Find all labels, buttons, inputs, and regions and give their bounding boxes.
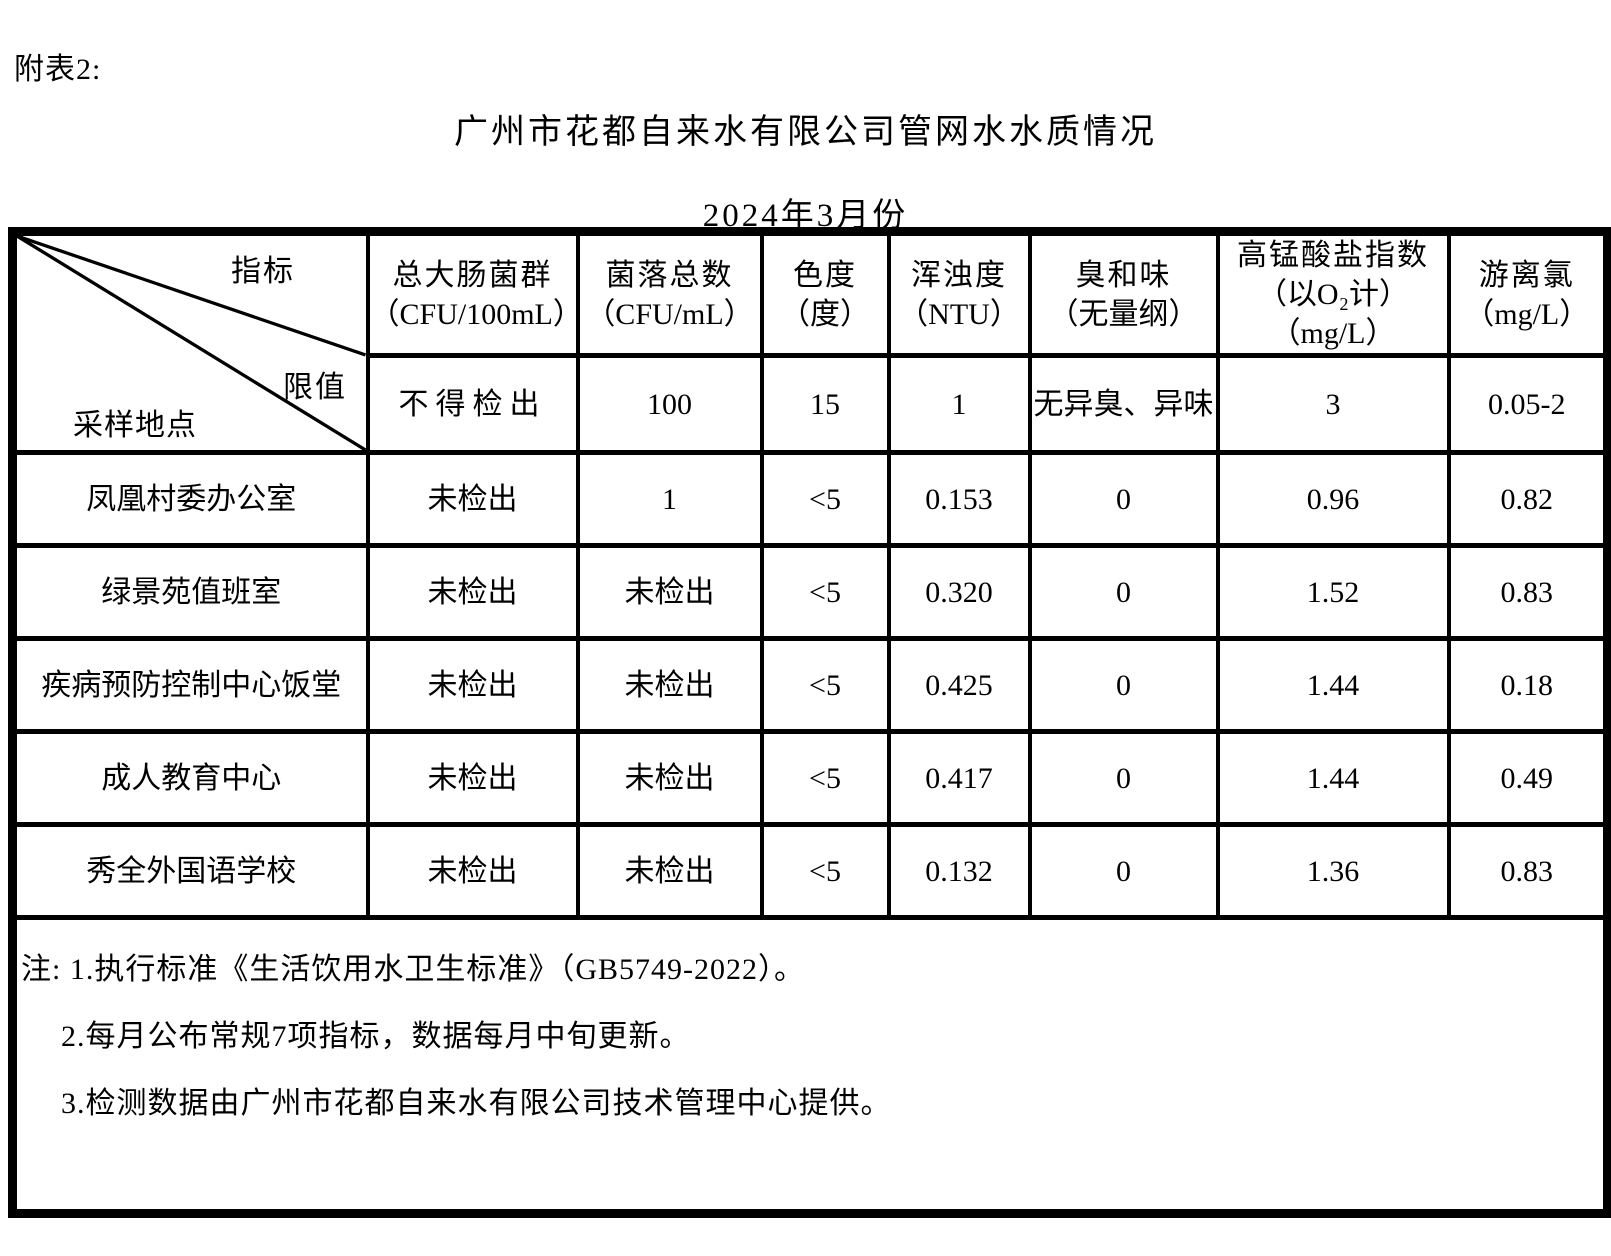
note-line-2: 2.每月公布常规7项指标，数据每月中旬更新。: [61, 1020, 691, 1053]
note-line-1: 注: 1.执行标准《生活饮用水卫生标准》（GB5749-2022）。: [21, 953, 805, 986]
water-quality-table: 指标 限值 采样地点 总大肠菌群 （CFU/100mL） 菌落总数 （CFU/m…: [8, 227, 1611, 1218]
corner-indicator-label: 指标: [231, 255, 295, 288]
table-row: 秀全外国语学校 未检出 未检出 <5 0.132 0 1.36 0.83: [10, 822, 1610, 920]
col-header-permanganate-index: 高锰酸盐指数 （以O₂计） （mg/L）: [1215, 229, 1451, 358]
value-cell: 未检出: [365, 822, 580, 920]
value-cell: 未检出: [365, 450, 580, 548]
value-cell: 0.425: [886, 636, 1032, 734]
column-unit: （CFU/mL）: [585, 297, 754, 331]
value-cell: 0.417: [886, 729, 1032, 827]
column-unit: （mg/L）: [1464, 297, 1590, 331]
column-unit: （度）: [780, 297, 870, 331]
value-cell: 0: [1027, 822, 1220, 920]
corner-limit-label: 限值: [283, 371, 347, 404]
column-unit: （以O₂计）: [1256, 278, 1410, 311]
value-cell: 1.52: [1215, 543, 1451, 641]
col-header-total-coliforms: 总大肠菌群 （CFU/100mL）: [365, 229, 580, 358]
col-header-colony-count: 菌落总数 （CFU/mL）: [575, 229, 764, 358]
value-cell: <5: [759, 822, 891, 920]
note-line-3: 3.检测数据由广州市花都自来水有限公司技术管理中心提供。: [61, 1087, 892, 1120]
column-name: 菌落总数: [605, 258, 734, 292]
value-cell: 0.132: [886, 822, 1032, 920]
col-header-turbidity: 浑浊度 （NTU）: [886, 229, 1032, 358]
value-cell: 0.83: [1446, 543, 1610, 641]
col-header-free-chlorine: 游离氯 （mg/L）: [1446, 229, 1610, 358]
value-cell: 0.82: [1446, 450, 1610, 548]
value-cell: 未检出: [575, 636, 764, 734]
value-cell: 0: [1027, 636, 1220, 734]
corner-location-label: 采样地点: [73, 409, 197, 442]
value-cell: 1: [575, 450, 764, 548]
limit-cell-colony-count: 100: [575, 353, 764, 455]
column-name: 游离氯: [1478, 258, 1575, 292]
value-cell: <5: [759, 543, 891, 641]
column-name: 总大肠菌群: [392, 258, 553, 292]
diagonal-divider-lines: [17, 236, 364, 448]
value-cell: 0.18: [1446, 636, 1610, 734]
col-header-chroma: 色度 （度）: [759, 229, 891, 358]
column-unit: （CFU/100mL）: [369, 297, 578, 331]
value-cell: 未检出: [575, 729, 764, 827]
col-header-odor-taste: 臭和味 （无量纲）: [1027, 229, 1220, 358]
limit-cell-total-coliforms: 不得检出: [365, 353, 580, 455]
value-cell: 0: [1027, 729, 1220, 827]
value-cell: <5: [759, 450, 891, 548]
page-title: 广州市花都自来水有限公司管网水水质情况: [454, 114, 1157, 151]
notes-cell: 注: 1.执行标准《生活饮用水卫生标准》（GB5749-2022）。 2.每月公…: [10, 915, 1610, 1216]
table-row: 凤凰村委办公室 未检出 1 <5 0.153 0 0.96 0.82: [10, 450, 1610, 548]
limit-cell-chroma: 15: [759, 353, 891, 455]
value-cell: 未检出: [365, 636, 580, 734]
corner-cell: 指标 限值 采样地点: [10, 229, 370, 455]
value-cell: 未检出: [575, 543, 764, 641]
value-cell: 未检出: [365, 729, 580, 827]
table-row: 疾病预防控制中心饭堂 未检出 未检出 <5 0.425 0 1.44 0.18: [10, 636, 1610, 734]
value-cell: 1.44: [1215, 636, 1451, 734]
table-row: 绿景苑值班室 未检出 未检出 <5 0.320 0 1.52 0.83: [10, 543, 1610, 641]
value-cell: 0.49: [1446, 729, 1610, 827]
column-unit-2: （mg/L）: [1270, 317, 1396, 350]
value-cell: 未检出: [575, 822, 764, 920]
column-unit: （NTU）: [898, 297, 1020, 331]
value-cell: 0.96: [1215, 450, 1451, 548]
value-cell: <5: [759, 636, 891, 734]
column-name: 浑浊度: [911, 258, 1007, 292]
column-name: 臭和味: [1075, 258, 1172, 292]
location-cell: 成人教育中心: [10, 729, 370, 827]
notes-row: 注: 1.执行标准《生活饮用水卫生标准》（GB5749-2022）。 2.每月公…: [10, 915, 1610, 1216]
table-row: 成人教育中心 未检出 未检出 <5 0.417 0 1.44 0.49: [10, 729, 1610, 827]
value-cell: 1.36: [1215, 822, 1451, 920]
location-cell: 绿景苑值班室: [10, 543, 370, 641]
limit-cell-permanganate-index: 3: [1215, 353, 1451, 455]
header-row-indicators: 指标 限值 采样地点 总大肠菌群 （CFU/100mL） 菌落总数 （CFU/m…: [10, 229, 1610, 455]
value-cell: 0.83: [1446, 822, 1610, 920]
location-cell: 疾病预防控制中心饭堂: [10, 636, 370, 734]
location-cell: 秀全外国语学校: [10, 822, 370, 920]
limit-cell-turbidity: 1: [886, 353, 1032, 455]
value-cell: 0.153: [886, 450, 1032, 548]
value-cell: 1.44: [1215, 729, 1451, 827]
appendix-label: 附表2:: [14, 53, 102, 86]
value-cell: 0: [1027, 543, 1220, 641]
value-cell: 0.320: [886, 543, 1032, 641]
column-name: 高锰酸盐指数: [1237, 239, 1429, 272]
limit-cell-free-chlorine: 0.05-2: [1446, 353, 1610, 455]
limit-row: 不得检出 100 15 1 无异臭、异味 3 0.05-2: [13, 353, 1610, 455]
value-cell: 未检出: [365, 543, 580, 641]
location-cell: 凤凰村委办公室: [10, 450, 370, 548]
column-unit: （无量纲）: [1048, 297, 1199, 331]
value-cell: 0: [1027, 450, 1220, 548]
column-name: 色度: [793, 258, 857, 292]
value-cell: <5: [759, 729, 891, 827]
limit-cell-odor-taste: 无异臭、异味: [1027, 353, 1220, 455]
